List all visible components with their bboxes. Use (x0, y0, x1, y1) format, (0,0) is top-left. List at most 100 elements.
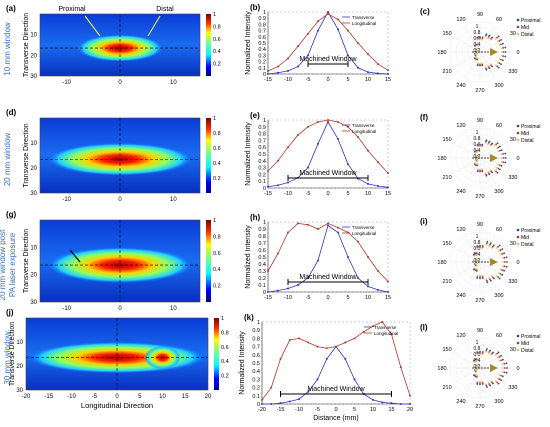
polar-data-point (501, 253, 504, 255)
polar-data-point (497, 276, 499, 279)
polar-data-point (475, 264, 478, 266)
polar-data-point (501, 363, 504, 365)
legend-label: Proximal (521, 228, 540, 234)
data-point (327, 224, 329, 227)
polar-data-point (484, 66, 487, 68)
polar-data-point (496, 356, 499, 359)
y-tick-label: 0.2 (258, 172, 266, 178)
legend-label: Transverse (352, 123, 375, 128)
colorbar-tick-label: 0.6 (213, 146, 221, 152)
x-tick-label: 5 (346, 295, 349, 301)
panel-letter: (a) (6, 4, 16, 13)
polar-angle-label: 0 (516, 366, 519, 372)
data-point (297, 222, 299, 225)
data-point (347, 29, 349, 32)
x-tick-label: 15 (385, 295, 391, 301)
panel-letter: (k) (244, 313, 254, 322)
data-point (367, 182, 369, 185)
polar-data-point (487, 352, 490, 354)
polar-data-point (485, 174, 488, 177)
colorbar-tick-label: 0.8 (221, 330, 229, 336)
data-point (298, 337, 300, 340)
polar-data-point (501, 42, 504, 45)
polar-data-point (476, 380, 479, 383)
data-point (277, 71, 279, 74)
x-tick-label: 5 (346, 77, 349, 83)
data-point (297, 284, 299, 286)
heatmap-x-tick-label: -10 (62, 80, 71, 86)
polar-data-point (479, 350, 481, 353)
polar-angle-label: 90 (477, 222, 483, 228)
y-tick-label: 0.9 (252, 328, 260, 334)
y-tick-label: 0.8 (252, 336, 260, 342)
data-point (297, 45, 299, 48)
polar-spoke (479, 157, 507, 174)
x-tick-label: -10 (295, 407, 303, 413)
data-point (357, 42, 359, 44)
polar-data-point (481, 380, 484, 383)
polar-data-point (505, 265, 508, 268)
polar-data-point (473, 254, 476, 257)
line-chart-panel: -15 -10 -5 0 5 10 1500.10.20.30.40.50.60.70.80… (245, 3, 391, 83)
x-tick-label: -5 (315, 407, 320, 413)
legend-label: Distal (521, 242, 534, 248)
polar-data-point (488, 67, 491, 70)
data-point (337, 28, 339, 31)
polar-data-point (498, 277, 501, 280)
polar-spoke (453, 246, 481, 263)
y-tick-label: 0.6 (258, 248, 266, 254)
polar-data-point (474, 45, 477, 48)
panel-letter: (i) (420, 217, 428, 226)
data-point (377, 288, 379, 291)
polar-spoke (479, 261, 496, 289)
polar-data-point (494, 169, 496, 172)
heatmap-y-tick-label: 10 (30, 33, 37, 39)
data-point (270, 386, 273, 389)
data-point (390, 333, 393, 336)
polar-data-point (476, 353, 479, 356)
legend-marker (516, 124, 520, 128)
row-label: 20 mm window (3, 133, 12, 187)
polar-data-point (500, 374, 502, 377)
data-point (344, 341, 347, 344)
polar-angle-label: 240 (456, 293, 465, 299)
polar-data-point (504, 46, 507, 49)
polar-data-point (489, 384, 492, 387)
y-tick-label: 0.4 (252, 369, 260, 375)
colorbar-tick-label: 0.6 (213, 251, 221, 257)
legend-label: Longitudinal (352, 21, 376, 26)
annotation-arrow (69, 249, 81, 263)
polar-angle-label: 30 (510, 137, 516, 143)
colorbar (206, 220, 211, 302)
data-point (337, 121, 339, 124)
heatmap-y-tick-label: 10 (30, 141, 37, 147)
data-point (387, 291, 389, 293)
polar-radial-label: 1 (476, 24, 479, 30)
legend-label: Proximal (521, 18, 540, 24)
y-tick-label: 0.3 (258, 166, 266, 172)
machined-window-label: Machined Window (307, 386, 365, 393)
y-tick-label: 0.5 (258, 255, 266, 261)
heatmap-y-tick-label: 20 (16, 364, 23, 370)
data-point (316, 378, 319, 381)
data-point (307, 390, 310, 393)
polar-angle-label: 300 (494, 189, 503, 195)
polar-data-point (496, 142, 499, 145)
data-point (325, 357, 328, 360)
polar-angle-label: 210 (442, 69, 451, 75)
polar-data-point (481, 247, 484, 250)
polar-data-point (476, 57, 479, 60)
colorbar (206, 14, 211, 76)
polar-angle-label: 180 (437, 260, 446, 266)
x-tick-label: -15 (264, 191, 272, 197)
heatmap-y-axis-label: Transverse Direction (23, 13, 30, 77)
polar-data-point (500, 43, 502, 46)
data-point (288, 339, 291, 342)
polar-angle-label: 60 (496, 17, 502, 23)
legend-marker (516, 131, 520, 135)
y-tick-label: 0.6 (252, 353, 260, 359)
polar-data-point (504, 157, 507, 159)
heatmap-y-axis-label: Transverse Direction (9, 322, 16, 386)
